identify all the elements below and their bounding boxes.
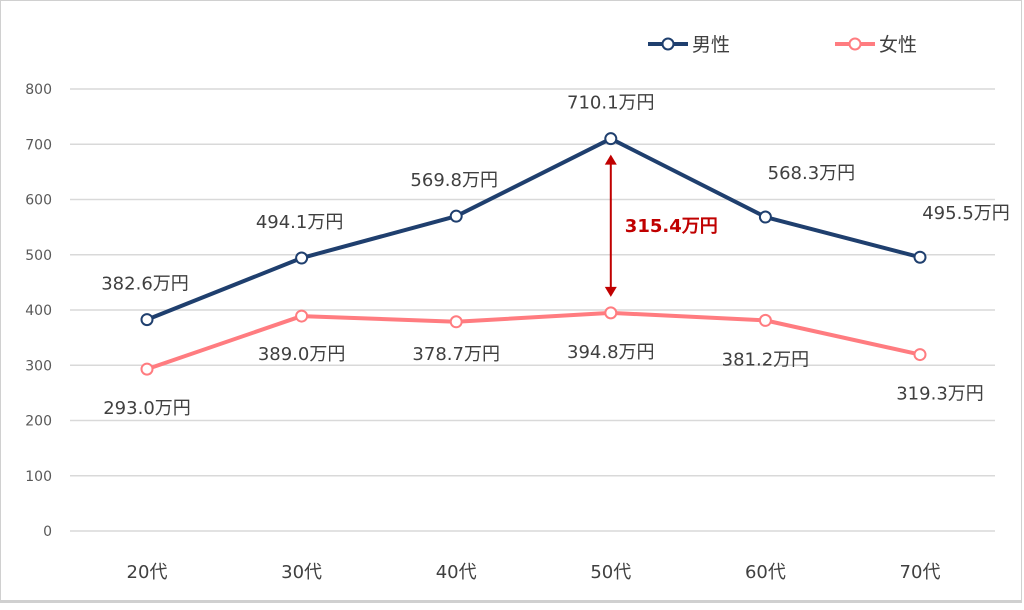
data-label: 381.2万円: [722, 349, 810, 370]
legend-marker: [661, 37, 675, 51]
data-point: [449, 315, 463, 329]
data-point: [758, 210, 772, 224]
x-tick-label: 30代: [281, 562, 322, 583]
data-label: 710.1万円: [567, 93, 655, 114]
series-line-female: [146, 310, 921, 372]
data-point: [758, 313, 772, 327]
y-tick-label: 200: [25, 414, 52, 430]
data-label: 568.3万円: [768, 163, 856, 184]
data-point: [913, 348, 927, 362]
legend-marker: [848, 37, 862, 51]
data-label: 569.8万円: [410, 170, 498, 191]
arrow-head-up: [604, 154, 617, 165]
y-tick-label: 500: [25, 248, 52, 264]
data-label: 319.3万円: [896, 384, 984, 405]
data-label: 494.1万円: [256, 212, 344, 233]
x-tick-label: 70代: [900, 562, 941, 583]
data-point: [913, 250, 927, 264]
y-tick-label: 600: [25, 193, 52, 209]
y-tick-label: 0: [43, 524, 52, 540]
arrow-head-down: [604, 286, 617, 297]
data-label: 389.0万円: [258, 344, 346, 365]
data-point: [295, 251, 309, 265]
y-tick-label: 700: [25, 137, 52, 153]
data-point: [604, 132, 618, 146]
difference-label: 315.4万円: [625, 216, 718, 237]
data-point: [604, 306, 618, 320]
data-point: [449, 209, 463, 223]
y-tick-label: 400: [25, 303, 52, 319]
data-point: [140, 362, 154, 376]
data-label: 394.8万円: [567, 342, 655, 363]
y-tick-label: 300: [25, 358, 52, 374]
data-label: 382.6万円: [101, 274, 189, 295]
y-tick-label: 800: [25, 82, 52, 98]
data-label: 378.7万円: [412, 344, 500, 365]
x-tick-label: 40代: [436, 562, 477, 583]
x-tick-label: 50代: [590, 562, 631, 583]
legend-label: 女性: [879, 34, 917, 56]
data-label: 293.0万円: [103, 398, 191, 419]
data-point: [140, 313, 154, 327]
data-point: [295, 309, 309, 323]
data-label: 495.5万円: [922, 203, 1010, 224]
y-tick-label: 100: [25, 469, 52, 485]
legend-label: 男性: [692, 34, 730, 56]
series-line-male: [146, 136, 921, 322]
x-tick-label: 60代: [745, 562, 786, 583]
x-tick-label: 20代: [127, 562, 168, 583]
